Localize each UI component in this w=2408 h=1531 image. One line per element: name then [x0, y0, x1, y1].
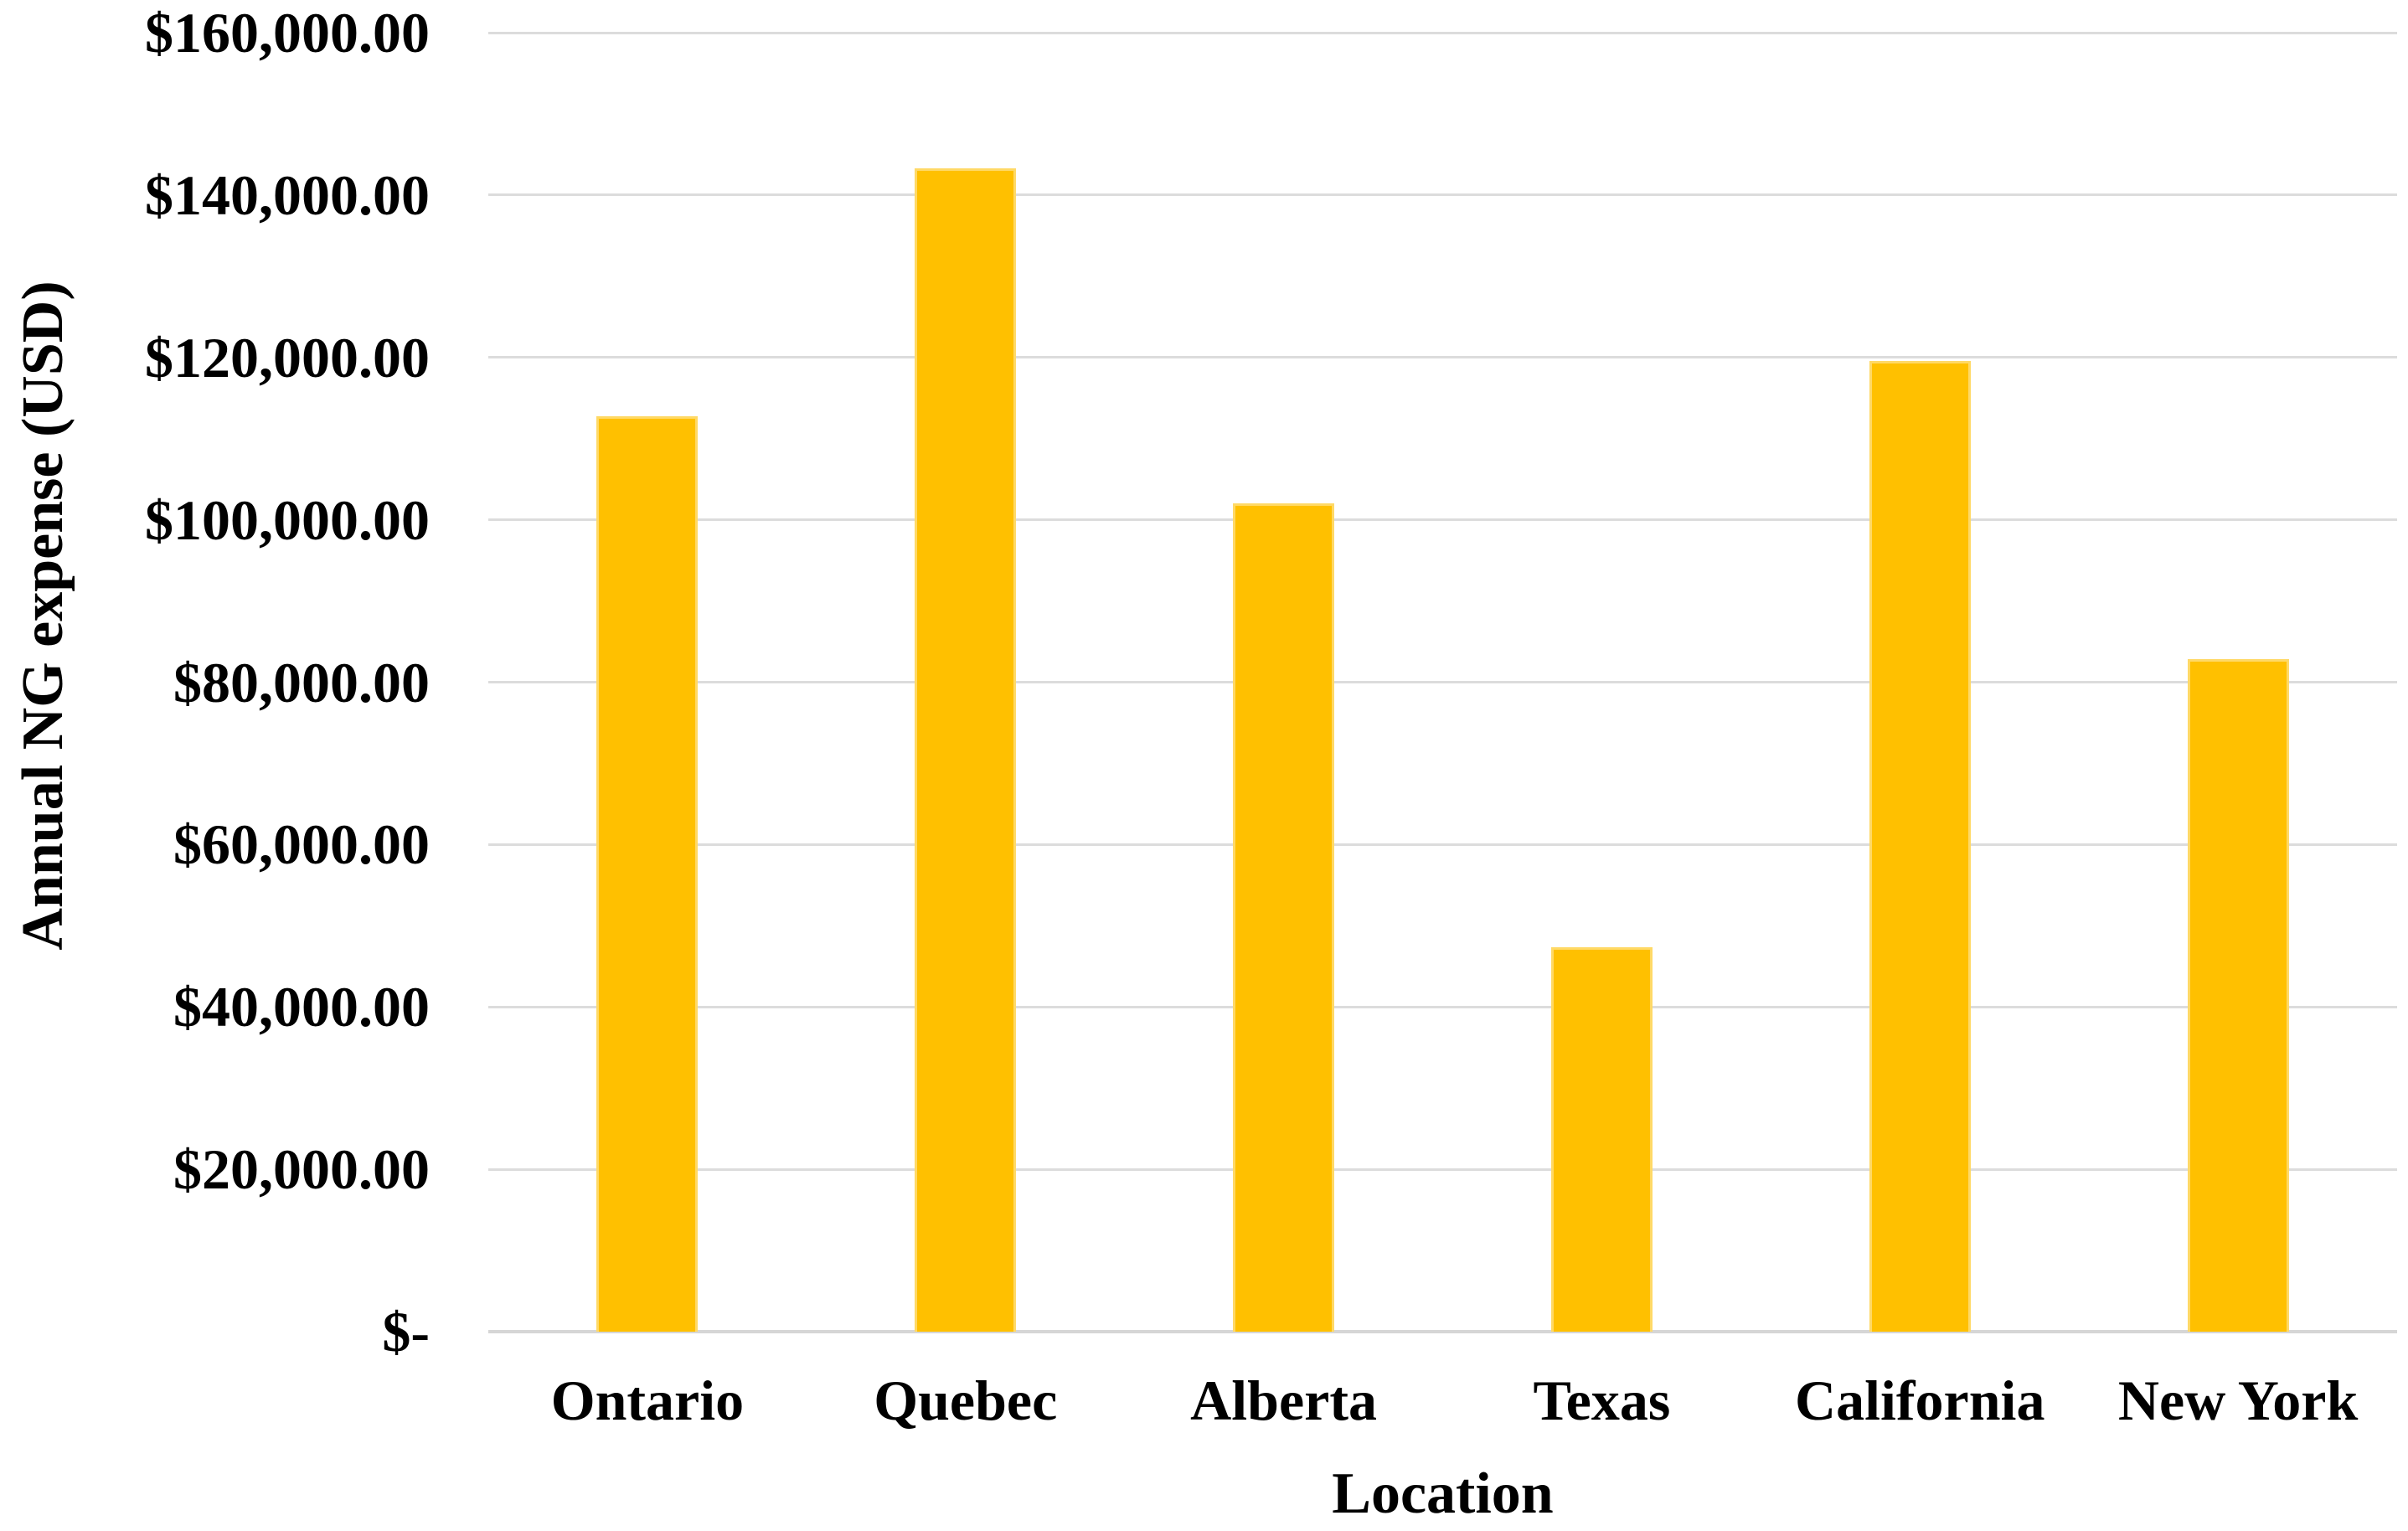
y-tick-label: $100,000.00: [145, 487, 430, 552]
x-category-label: California: [1795, 1369, 2045, 1432]
y-tick-label: $140,000.00: [145, 162, 430, 227]
bar-california: [1869, 360, 1971, 1332]
bar-texas: [1550, 946, 1653, 1332]
bar-alberta: [1233, 503, 1335, 1332]
gridline: [488, 1168, 2397, 1171]
gridline: [488, 843, 2397, 846]
gridline: [488, 1005, 2397, 1008]
y-tick-label: $120,000.00: [145, 325, 430, 389]
y-tick-label: $160,000.00: [145, 1, 430, 64]
gridline: [488, 681, 2397, 683]
x-axis-line: [488, 1330, 2397, 1333]
gridline: [488, 193, 2397, 197]
plot-area: [488, 31, 2397, 1333]
bar-quebec: [915, 168, 1017, 1332]
gridline: [488, 518, 2397, 522]
x-axis-title: Location: [1332, 1461, 1554, 1526]
y-tick-label: $80,000.00: [173, 650, 430, 714]
x-category-label: Alberta: [1190, 1369, 1377, 1432]
bar-ontario: [596, 415, 699, 1332]
y-tick-label: $20,000.00: [173, 1137, 430, 1202]
y-tick-label: $60,000.00: [173, 812, 430, 877]
x-category-label: Quebec: [874, 1369, 1058, 1432]
x-category-label: Texas: [1533, 1369, 1671, 1432]
gridline: [488, 31, 2397, 34]
bar-new-york: [2187, 659, 2289, 1332]
gridline: [488, 356, 2397, 359]
x-category-label: New York: [2117, 1369, 2359, 1432]
y-tick-label: $-: [382, 1300, 430, 1363]
x-category-label: Ontario: [550, 1369, 745, 1432]
y-tick-label: $40,000.00: [173, 975, 430, 1039]
